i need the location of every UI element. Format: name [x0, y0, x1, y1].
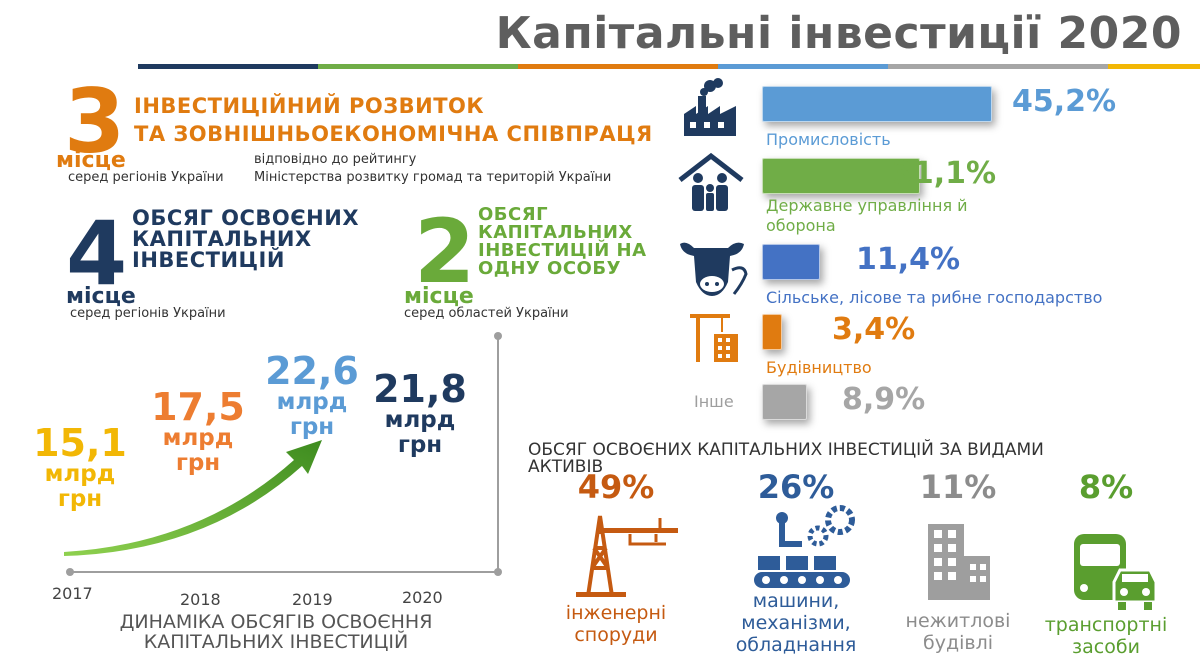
dynamics-unit: грн [289, 414, 335, 440]
sector-label: Сільське, лісове та рибне господарство [766, 288, 1103, 307]
asset-value: 26% [757, 468, 835, 506]
asset-label: нежитлові будівлі [905, 610, 1011, 654]
sector-value: 45,2% [1012, 84, 1117, 119]
dynamics-value: 17,5 млрд грн [148, 388, 248, 476]
rank2-number: 4 [66, 202, 128, 305]
asset-value: 11% [919, 468, 997, 506]
sector-label: Будівництво [766, 358, 872, 377]
rank3-number: 2 [414, 200, 476, 303]
rank2-title-line: ОБСЯГ ОСВОЄНИХ [132, 206, 360, 230]
tower-icon [576, 515, 678, 597]
asset-label: транспортні засоби [1044, 614, 1168, 658]
rank3-title-line: ОДНУ ОСОБУ [478, 258, 621, 279]
rank1-title-line1: ІНВЕСТИЦІЙНИЙ РОЗВИТОК [134, 94, 485, 118]
rank3-place: місце [404, 284, 474, 309]
dynamics-value: 15,1 млрд грн [30, 424, 130, 512]
dynamics-value: 21,8 млрд грн [370, 370, 470, 458]
rank1-number: 3 [64, 70, 126, 173]
dynamics-number: 21,8 [373, 367, 467, 411]
sector-bar [762, 314, 782, 350]
dynamics-caption-line1: ДИНАМІКА ОБСЯГІВ ОСВОЄННЯ [119, 611, 433, 633]
sector-bar [762, 158, 920, 194]
rank1-note-line1: відповідно до рейтингу [254, 152, 417, 167]
family-house-icon [678, 152, 744, 211]
rank2-title: ОБСЯГ ОСВОЄНИХ КАПІТАЛЬНИХ ІНВЕСТИЦІЙ [132, 208, 359, 271]
rank1-scope: серед регіонів України [68, 170, 224, 185]
sector-bar [762, 384, 807, 420]
dynamics-unit: грн [397, 432, 443, 458]
rank2-title-line: КАПІТАЛЬНИХ [132, 227, 312, 251]
dynamics-caption: ДИНАМІКА ОБСЯГІВ ОСВОЄННЯ КАПІТАЛЬНИХ ІН… [96, 612, 456, 652]
factory-icon [684, 78, 736, 136]
title-stripe-blue [718, 64, 888, 69]
rank3-title-line: КАПІТАЛЬНИХ [478, 222, 633, 243]
dynamics-number: 22,6 [265, 349, 359, 393]
dynamics-number: 15,1 [33, 421, 127, 465]
dynamics-unit: млрд [384, 407, 456, 433]
building-icon [928, 524, 990, 600]
sector-label: Державне управління й оборона [766, 196, 968, 235]
dynamics-year: 2019 [292, 590, 333, 609]
page-title: Капітальні інвестиції 2020 [495, 8, 1182, 59]
sector-value: 11,4% [856, 242, 961, 277]
dynamics-unit: млрд [162, 425, 234, 451]
rank2-place: місце [66, 284, 136, 309]
dynamics-unit: грн [175, 450, 221, 476]
sector-bar [762, 86, 992, 122]
rank2-title-line: ІНВЕСТИЦІЙ [132, 248, 285, 272]
dynamics-year: 2018 [180, 590, 221, 609]
title-stripe-orange [518, 64, 718, 69]
asset-value: 8% [1078, 468, 1134, 506]
sector-label: Інше [694, 392, 734, 411]
robot-gears-icon [754, 505, 855, 588]
title-stripe-yellow [1108, 64, 1200, 69]
dynamics-number: 17,5 [151, 385, 245, 429]
title-stripe-green [318, 64, 518, 69]
crane-icon [690, 314, 738, 362]
rank1-note-line2: Міністерства розвитку громад та територі… [254, 170, 612, 185]
sector-label: Промисловість [766, 130, 891, 149]
asset-label: інженерні споруди [565, 602, 667, 646]
rank1-title-line2: ТА ЗОВНІШНЬОЕКОНОМІЧНА СПІВПРАЦЯ [134, 122, 653, 146]
dynamics-unit: млрд [44, 461, 116, 487]
dynamics-axes [64, 332, 502, 576]
growth-arrow-icon [64, 440, 322, 556]
dynamics-unit: млрд [276, 389, 348, 415]
rank1-place: місце [56, 148, 126, 173]
cow-icon [680, 242, 748, 296]
asset-label: машини, механізми, обладнання [735, 590, 857, 656]
dynamics-year: 2017 [52, 584, 93, 603]
bus-car-icon [1074, 534, 1158, 610]
sector-value: 8,9% [842, 382, 926, 417]
title-stripe-gray [888, 64, 1108, 69]
dynamics-unit: грн [57, 486, 103, 512]
title-stripe-navy [138, 64, 318, 69]
asset-value: 49% [577, 468, 655, 506]
rank3-scope: серед областей України [404, 306, 569, 321]
rank2-scope: серед регіонів України [70, 306, 226, 321]
rank3-title: ОБСЯГ КАПІТАЛЬНИХ ІНВЕСТИЦІЙ НА ОДНУ ОСО… [478, 206, 647, 278]
dynamics-year: 2020 [402, 588, 443, 607]
sector-value: 31,1% [892, 156, 997, 191]
sector-bar [762, 244, 820, 280]
sector-value: 3,4% [832, 312, 916, 347]
rank3-title-line: ОБСЯГ [478, 204, 549, 225]
rank3-title-line: ІНВЕСТИЦІЙ НА [478, 240, 647, 261]
assets-heading: ОБСЯГ ОСВОЄНИХ КАПІТАЛЬНИХ ІНВЕСТИЦІЙ ЗА… [528, 440, 1044, 477]
dynamics-value: 22,6 млрд грн [262, 352, 362, 440]
dynamics-caption-line2: КАПІТАЛЬНИХ ІНВЕСТИЦІЙ [143, 631, 409, 653]
